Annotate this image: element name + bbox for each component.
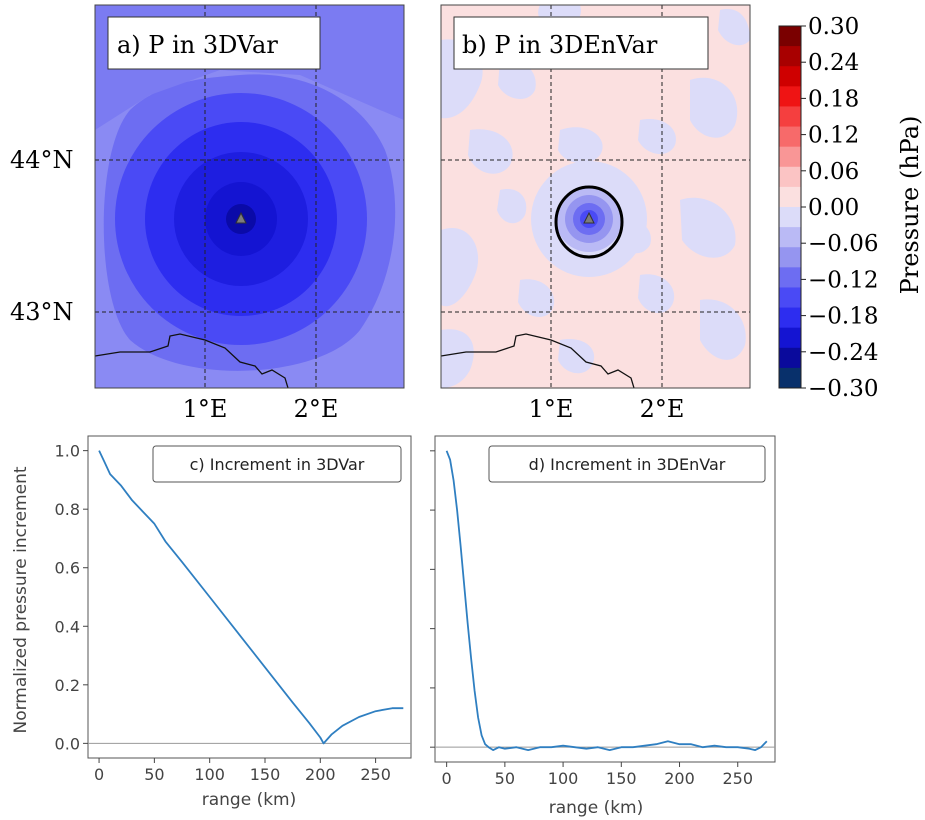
chart-c: 0 50 100 150 200 250 0.0 0.2 0.4 0.6 0.8 1.0 c) Incr… xyxy=(55,435,412,784)
colorbar-tick-label: 0.24 xyxy=(808,50,859,76)
map-title-b: b) P in 3DEnVar xyxy=(462,31,658,59)
colorbar-swatch xyxy=(779,267,801,288)
map-title-box-a xyxy=(107,16,321,70)
y-tick-label: 0.4 xyxy=(55,617,80,636)
chart-frame xyxy=(87,435,412,759)
chart-d: 0 50 100 150 200 250 d) Increment in 3DEnVar xyxy=(430,435,776,788)
colorbar-swatch xyxy=(779,86,801,107)
series-line xyxy=(445,450,768,751)
colorbar-swatch xyxy=(779,287,801,309)
colorbar-swatch xyxy=(779,166,801,188)
colorbar-swatch xyxy=(779,26,801,47)
chart-title: d) Increment in 3DEnVar xyxy=(529,455,726,474)
colorbar-swatch xyxy=(779,146,801,168)
colorbar-label: Pressure (hPa) xyxy=(896,116,924,295)
x-tick-label: 0 xyxy=(94,765,104,784)
colorbar-tick-label: −0.18 xyxy=(808,304,878,330)
colorbar-tick-label: 0.00 xyxy=(808,195,859,221)
colorbar-swatch xyxy=(779,347,801,369)
lat-tick-43: 43°N xyxy=(10,298,74,326)
chart-frame xyxy=(434,435,776,763)
station-marker-a xyxy=(235,211,247,224)
colorbar-swatch xyxy=(779,367,801,389)
lon-tick-1e-b: 1°E xyxy=(529,395,574,423)
colorbar-swatch xyxy=(779,46,801,67)
chart-d-xlabel: range (km) xyxy=(549,798,644,818)
chart-title: c) Increment in 3DVar xyxy=(190,455,365,474)
colorbar-swatch xyxy=(779,227,801,248)
colorbar-swatch xyxy=(779,327,801,349)
x-tick-label: 50 xyxy=(495,769,515,788)
x-tick-label: 100 xyxy=(194,765,225,784)
x-tick-label: 250 xyxy=(360,765,391,784)
x-tick-label: 200 xyxy=(664,769,695,788)
y-tick-label: 1.0 xyxy=(55,442,80,461)
colorbar-swatch xyxy=(779,126,801,148)
map-title-box-b xyxy=(453,16,709,70)
colorbar: 0.30 0.24 0.18 0.12 0.06 0.00 −0.06 −0.12 −0.18 −… xyxy=(778,14,878,402)
colorbar-tick-label: 0.06 xyxy=(808,159,859,185)
chart-title-box xyxy=(488,445,766,483)
colorbar-swatch xyxy=(779,66,801,87)
x-tick-label: 150 xyxy=(606,769,637,788)
station-marker-b xyxy=(583,211,595,224)
y-tick-label: 0.6 xyxy=(55,559,80,578)
colorbar-swatch xyxy=(779,106,801,128)
chart-c-xlabel: range (km) xyxy=(202,790,297,810)
y-tick-label: 0.2 xyxy=(55,676,80,695)
colorbar-tick-label: 0.30 xyxy=(808,14,859,40)
colorbar-tick-label: −0.12 xyxy=(808,267,878,293)
chart-c-ylabel: Normalized pressure increment xyxy=(11,466,31,733)
colorbar-tick-label: 0.18 xyxy=(808,86,859,112)
x-tick-label: 250 xyxy=(722,769,753,788)
colorbar-tick-label: −0.30 xyxy=(808,376,878,402)
lat-tick-44: 44°N xyxy=(10,146,74,174)
colorbar-tick-label: −0.24 xyxy=(808,340,878,366)
colorbar-swatch xyxy=(779,247,801,268)
map-frame-b xyxy=(440,4,751,389)
x-tick-label: 200 xyxy=(305,765,336,784)
x-tick-label: 100 xyxy=(548,769,579,788)
colorbar-swatch xyxy=(779,186,801,208)
map-title-a: a) P in 3DVar xyxy=(117,31,278,59)
x-tick-label: 50 xyxy=(144,765,164,784)
lon-tick-2e-b: 2°E xyxy=(640,395,685,423)
series-line xyxy=(98,450,404,745)
x-tick-label: 150 xyxy=(250,765,281,784)
y-tick-label: 0.8 xyxy=(55,500,80,519)
lon-tick-1e-a: 1°E xyxy=(183,395,228,423)
chart-title-box xyxy=(152,445,402,483)
lon-tick-2e-a: 2°E xyxy=(294,395,339,423)
colorbar-swatch xyxy=(779,307,801,329)
y-tick-label: 0.0 xyxy=(55,734,80,753)
colorbar-tick-label: −0.06 xyxy=(808,231,878,257)
x-tick-label: 0 xyxy=(442,769,452,788)
colorbar-tick-label: 0.12 xyxy=(808,123,859,149)
colorbar-swatch xyxy=(779,207,801,228)
map-frame-a xyxy=(94,4,405,389)
